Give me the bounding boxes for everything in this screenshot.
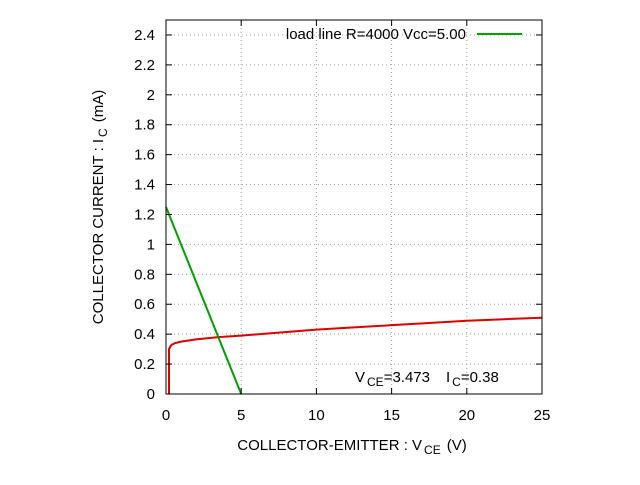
y-tick-label: 1.4	[134, 177, 155, 194]
y-axis-label-unit: (mA)	[90, 90, 107, 123]
y-tick-label: 2	[147, 87, 155, 104]
x-axis-label-unit: (V)	[447, 437, 467, 454]
y-tick-label: 1	[147, 236, 155, 253]
y-tick-label: 0	[147, 386, 155, 403]
x-axis-label-main: COLLECTOR-EMITTER : V	[237, 437, 422, 454]
y-tick-label: 2.4	[134, 27, 155, 44]
y-axis-label-sub: C	[96, 128, 110, 137]
x-tick-labels: 0 5 10 15 20 25	[162, 407, 551, 424]
annotation-i-sub: C	[452, 375, 461, 389]
y-tick-label: 0.2	[134, 356, 155, 373]
ticks	[165, 20, 543, 395]
grid	[166, 20, 542, 394]
load-line	[165, 206, 243, 395]
operating-point-annotation: V CE=3.473 I C=0.38	[355, 369, 499, 389]
x-tick-label: 25	[534, 407, 551, 424]
y-tick-label: 1.2	[134, 206, 155, 223]
y-tick-label: 1.6	[134, 147, 155, 164]
annotation-v-sub: CE	[367, 375, 384, 389]
y-tick-label: 0.4	[134, 326, 155, 343]
x-tick-label: 5	[237, 407, 245, 424]
x-tick-label: 15	[383, 407, 400, 424]
series-layer	[165, 206, 543, 395]
y-axis-label-main: COLLECTOR CURRENT : I	[90, 139, 107, 324]
annotation-v-value: =3.473	[384, 369, 430, 386]
y-tick-labels: 0 0.2 0.4 0.6 0.8 1 1.2 1.4 1.6 1.8 2 2.2 2.4	[134, 27, 155, 403]
y-tick-label: 1.8	[134, 117, 155, 134]
y-tick-label: 0.6	[134, 296, 155, 313]
y-axis-label: COLLECTOR CURRENT : I C (mA)	[90, 90, 110, 324]
legend-label: load line R=4000 Vcc=5.00	[286, 26, 466, 43]
annotation-i-value: =0.38	[461, 369, 499, 386]
x-tick-label: 20	[458, 407, 475, 424]
annotation-i-label: I	[446, 369, 450, 386]
x-axis-label: COLLECTOR-EMITTER : V CE (V)	[237, 437, 466, 457]
y-tick-label: 2.2	[134, 57, 155, 74]
annotation-v-label: V	[355, 369, 365, 386]
y-tick-label: 0.8	[134, 266, 155, 283]
x-axis-label-sub: CE	[424, 443, 441, 457]
plot-frame	[165, 19, 543, 395]
x-tick-label: 0	[162, 407, 170, 424]
x-tick-label: 10	[308, 407, 325, 424]
